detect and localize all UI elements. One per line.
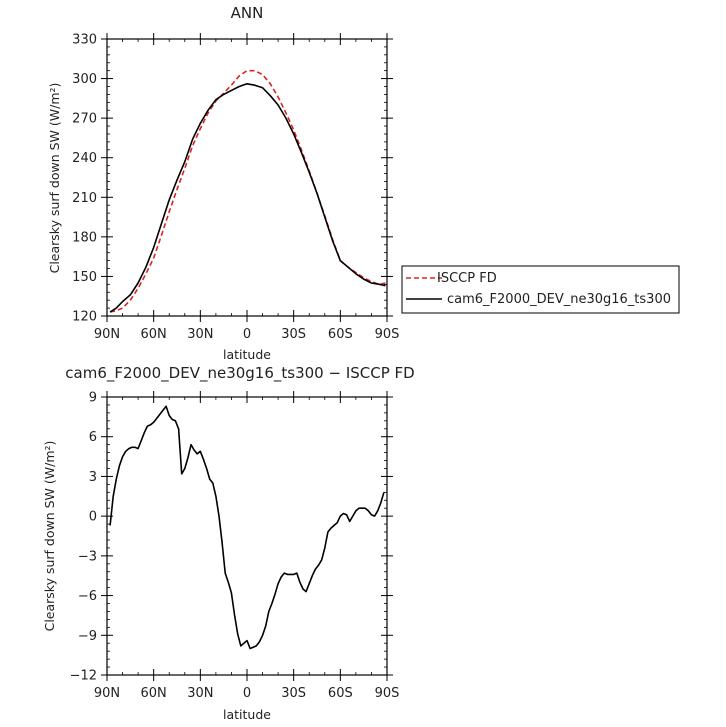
bottom-x-tick-label: 90N xyxy=(94,686,120,701)
bottom-y-tick-label: 3 xyxy=(89,470,97,485)
top-x-ticks: 90N 60N 30N 0 30S 60S 90S xyxy=(94,33,400,342)
top-series-lines xyxy=(109,69,386,313)
bottom-y-tick-label: 9 xyxy=(89,391,97,406)
bottom-chart-title: cam6_F2000_DEV_ne30g16_ts300 − ISCCP FD xyxy=(65,364,414,383)
top-y-tick-label: 330 xyxy=(72,33,97,48)
bottom-y-tick-label: −6 xyxy=(78,589,97,604)
top-series-line-1 xyxy=(109,83,386,313)
top-y-ticks: 120 150 180 210 240 270 300 330 xyxy=(72,33,393,325)
top-panel: ANN 120 150 180 210 240 270 300 330 90N 60N 30N 0 3… xyxy=(47,4,680,362)
bottom-x-tick-label: 30S xyxy=(281,686,306,701)
top-y-tick-label: 120 xyxy=(72,310,97,325)
bottom-y-tick-label: −3 xyxy=(78,549,97,564)
bottom-y-tick-label: −9 xyxy=(78,629,97,644)
top-y-tick-label: 150 xyxy=(72,270,97,285)
bottom-x-axis-label: latitude xyxy=(223,707,271,722)
top-y-tick-label: 180 xyxy=(72,230,97,245)
bottom-y-tick-label: 0 xyxy=(89,510,97,525)
bottom-y-axis-label: Clearsky surf down SW (W/m²) xyxy=(42,441,57,632)
top-y-tick-label: 300 xyxy=(72,72,97,87)
bottom-x-tick-label: 60N xyxy=(141,686,167,701)
top-x-tick-label: 90N xyxy=(94,327,120,342)
bottom-plot-frame xyxy=(106,396,388,676)
bottom-panel: cam6_F2000_DEV_ne30g16_ts300 − ISCCP FD … xyxy=(42,364,415,722)
legend: ISCCP FD cam6_F2000_DEV_ne30g16_ts300 xyxy=(401,265,680,314)
top-y-tick-label: 240 xyxy=(72,151,97,166)
bottom-series-lines xyxy=(109,405,385,650)
top-x-tick-label: 60N xyxy=(141,327,167,342)
bottom-series-line-0 xyxy=(109,405,385,650)
legend-box xyxy=(401,265,680,314)
top-chart-title: ANN xyxy=(231,4,264,22)
top-y-tick-label: 210 xyxy=(72,191,97,206)
top-x-tick-label: 0 xyxy=(243,327,251,342)
top-x-tick-label: 30S xyxy=(281,327,306,342)
top-x-tick-label: 30N xyxy=(187,327,213,342)
bottom-y-tick-label: 6 xyxy=(89,430,97,445)
legend-label-isccp-fd: ISCCP FD xyxy=(437,271,497,286)
bottom-x-tick-label: 0 xyxy=(243,686,251,701)
top-x-tick-label: 90S xyxy=(375,327,400,342)
top-x-tick-label: 60S xyxy=(328,327,353,342)
legend-label-cam6: cam6_F2000_DEV_ne30g16_ts300 xyxy=(447,292,671,307)
top-series-line-0 xyxy=(109,69,386,313)
bottom-y-ticks: −12 −9 −6 −3 0 3 6 9 xyxy=(70,391,393,684)
bottom-x-ticks: 90N 60N 30N 0 30S 60S 90S xyxy=(94,391,400,701)
bottom-x-tick-label: 60S xyxy=(328,686,353,701)
bottom-x-tick-label: 30N xyxy=(187,686,213,701)
top-y-axis-label: Clearsky surf down SW (W/m²) xyxy=(47,83,62,274)
top-x-axis-label: latitude xyxy=(223,347,271,362)
bottom-x-tick-label: 90S xyxy=(375,686,400,701)
top-plot-frame xyxy=(106,38,388,317)
top-y-tick-label: 270 xyxy=(72,112,97,127)
bottom-y-tick-label: −12 xyxy=(70,669,97,684)
